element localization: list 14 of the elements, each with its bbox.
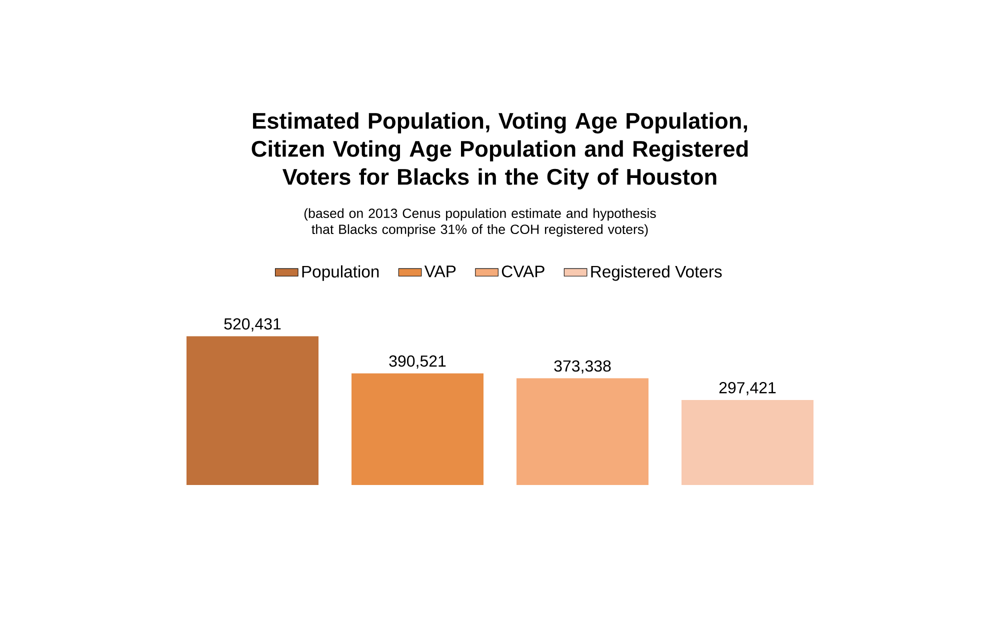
legend-label: CVAP bbox=[502, 266, 544, 278]
bar bbox=[682, 400, 814, 485]
chart-subtitle: (based on 2013 Cenus population estimate and hypothesis that Blacks comprise 31% of the COH registered voters) bbox=[304, 208, 656, 237]
data-label: 390,521 bbox=[389, 355, 446, 369]
legend-label: Registered Voters bbox=[591, 265, 722, 281]
data-label: 373,338 bbox=[554, 360, 611, 374]
legend-label: VAP bbox=[424, 266, 456, 278]
bar bbox=[516, 378, 649, 485]
data-label: 520,431 bbox=[224, 318, 281, 332]
bar bbox=[186, 336, 319, 485]
chart-title: Estimated Population, Voting Age Population, Citizen Voting Age Population and Registered Voters for Blacks in the City of Houston bbox=[252, 112, 748, 190]
legend-label: Population bbox=[302, 265, 379, 281]
bar bbox=[352, 373, 484, 485]
data-label: 297,421 bbox=[719, 382, 776, 396]
